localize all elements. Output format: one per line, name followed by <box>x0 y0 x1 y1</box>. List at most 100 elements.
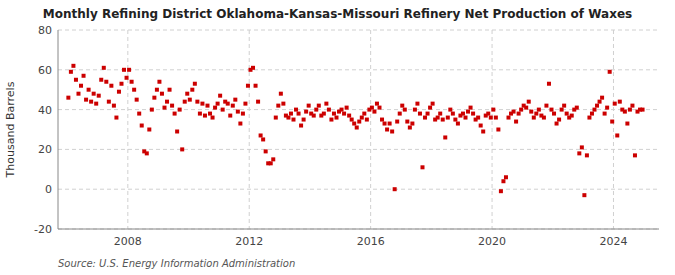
point <box>357 120 361 124</box>
point <box>469 106 473 110</box>
point <box>555 122 559 126</box>
point <box>322 112 326 116</box>
point <box>575 106 579 110</box>
point <box>307 104 311 108</box>
point <box>385 128 389 132</box>
point <box>613 102 617 106</box>
point <box>87 88 91 92</box>
point <box>491 108 495 112</box>
point <box>299 124 303 128</box>
point <box>443 135 447 139</box>
y-grid-line <box>58 30 659 31</box>
point <box>289 112 293 116</box>
point <box>436 116 440 120</box>
point <box>104 80 108 84</box>
point <box>350 118 354 122</box>
x-tick-label: 2008 <box>114 235 142 248</box>
point <box>231 104 235 108</box>
point <box>286 116 290 120</box>
point <box>233 98 237 102</box>
point <box>119 82 123 86</box>
point <box>377 106 381 110</box>
point <box>175 129 179 133</box>
point <box>211 116 215 120</box>
point <box>125 76 129 80</box>
point <box>623 110 627 114</box>
point <box>89 100 93 104</box>
point <box>251 66 255 70</box>
point <box>178 108 182 112</box>
point <box>99 78 103 82</box>
point <box>456 122 460 126</box>
point <box>208 112 212 116</box>
y-tick-label: 60 <box>38 64 52 77</box>
point <box>372 110 376 114</box>
point <box>276 104 280 108</box>
point <box>383 122 387 126</box>
point <box>547 82 551 86</box>
x-grid-line <box>613 30 614 229</box>
point <box>415 102 419 106</box>
y-tick-label: 80 <box>38 24 52 37</box>
point <box>327 108 331 112</box>
point <box>552 112 556 116</box>
x-axis-line <box>58 229 659 230</box>
point <box>557 118 561 122</box>
point <box>630 104 634 108</box>
title: Monthly Refining District Oklahoma-Kansa… <box>43 7 632 21</box>
point <box>183 100 187 104</box>
y-grid-line <box>58 229 659 230</box>
point <box>486 112 490 116</box>
point <box>527 100 531 104</box>
point <box>413 108 417 112</box>
y-axis-line <box>58 30 59 229</box>
point <box>200 102 204 106</box>
point <box>274 116 278 120</box>
point <box>264 149 268 153</box>
point <box>135 98 139 102</box>
point <box>340 108 344 112</box>
point <box>641 108 645 112</box>
point <box>390 129 394 133</box>
point <box>446 116 450 120</box>
point <box>347 114 351 118</box>
point <box>388 122 392 126</box>
point <box>112 104 116 108</box>
point <box>190 88 194 92</box>
point <box>269 161 273 165</box>
point <box>524 106 528 110</box>
point <box>360 116 364 120</box>
point <box>438 112 442 116</box>
point <box>147 128 151 132</box>
y-tick-label: 20 <box>38 143 52 156</box>
x-tick-label: 2016 <box>357 235 385 248</box>
point <box>514 120 518 124</box>
point <box>420 165 424 169</box>
point <box>400 104 404 108</box>
point <box>441 118 445 122</box>
point <box>74 78 78 82</box>
point <box>380 118 384 122</box>
point <box>297 112 301 116</box>
point <box>582 193 586 197</box>
point <box>160 92 164 96</box>
point <box>418 112 422 116</box>
point <box>259 133 263 137</box>
point <box>352 122 356 126</box>
point <box>203 114 207 118</box>
point <box>451 112 455 116</box>
point <box>329 118 333 122</box>
point <box>587 116 591 120</box>
point <box>580 145 584 149</box>
point <box>195 100 199 104</box>
point <box>403 108 407 112</box>
point <box>489 116 493 120</box>
point <box>504 175 508 179</box>
point <box>236 110 240 114</box>
point <box>185 92 189 96</box>
point <box>428 106 432 110</box>
points <box>66 64 644 197</box>
point <box>512 110 516 114</box>
point <box>157 80 161 84</box>
point <box>254 84 258 88</box>
